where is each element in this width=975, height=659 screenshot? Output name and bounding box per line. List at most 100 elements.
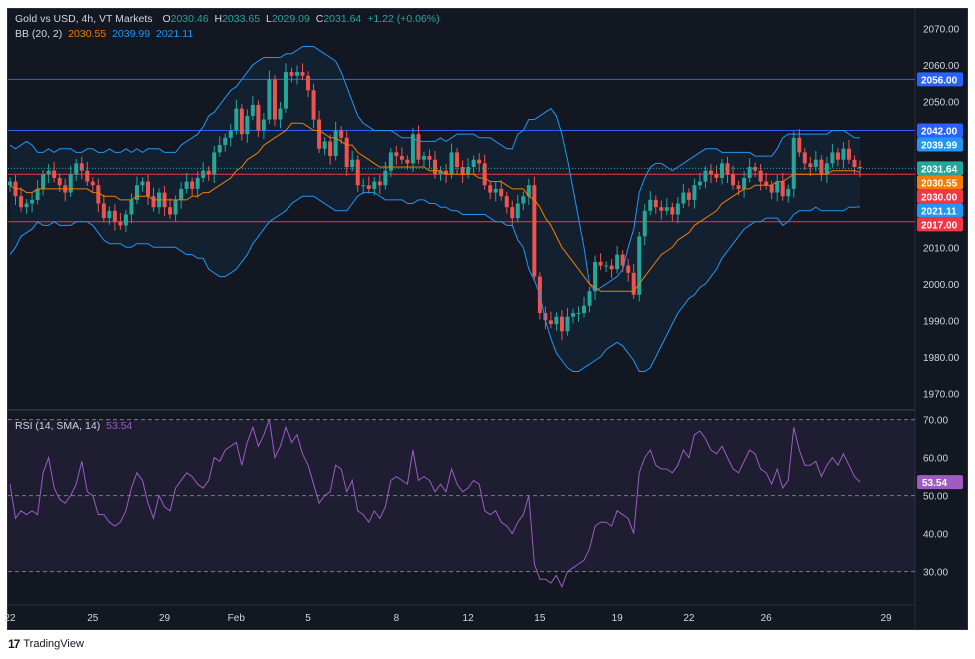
candle-body (206, 170, 211, 175)
candle-body (813, 159, 818, 168)
price-axis-label: 2000.00 (923, 280, 960, 291)
candle-body (234, 108, 239, 131)
candle-body (642, 210, 647, 237)
candle-body (168, 207, 173, 215)
candle-body (852, 159, 857, 168)
candle-body (112, 210, 117, 222)
time-axis-label: 15 (534, 613, 546, 624)
candle-body (742, 177, 747, 189)
candle-body (267, 79, 272, 120)
candle-body (543, 313, 548, 321)
candle-body (24, 203, 29, 208)
candle-body (510, 207, 515, 219)
candle-body (52, 170, 57, 178)
open-label: O (162, 13, 171, 25)
candle-body (339, 130, 344, 138)
candle-body (427, 156, 432, 160)
price-tag: 2031.64 (917, 161, 963, 176)
candle-body (570, 313, 575, 317)
candle-body (317, 119, 322, 149)
candle-body (780, 181, 785, 197)
candle-body (460, 167, 465, 175)
price-axis-label: 2050.00 (923, 97, 960, 108)
candle-body (145, 181, 150, 197)
candle-body (355, 159, 360, 186)
price-tag-text: 2056.00 (921, 75, 958, 86)
candle-body (306, 75, 311, 91)
candle-body (471, 159, 476, 168)
price-tag-bg (917, 72, 963, 87)
candle-body (201, 170, 206, 178)
open-value: 2030.46 (170, 13, 209, 25)
candle-body (670, 207, 675, 215)
candle-body (747, 167, 752, 178)
candle-body (626, 265, 631, 273)
candle-body (96, 185, 101, 204)
candle-body (272, 79, 277, 120)
candle-body (819, 159, 824, 175)
chart-frame (7, 8, 968, 630)
candle-body (438, 170, 443, 175)
candle-body (681, 192, 686, 204)
price-tag-bg (917, 189, 963, 204)
candle-body (758, 170, 763, 182)
time-axis-label: 12 (463, 613, 475, 624)
candle-body (250, 104, 255, 116)
time-axis-label: 5 (305, 613, 311, 624)
candle-body (582, 305, 587, 314)
candle-body (824, 163, 829, 175)
price-tag-bg (917, 137, 963, 152)
rsi-axis-label: 40.00 (923, 530, 948, 541)
candle-body (775, 181, 780, 193)
candle-body (416, 134, 421, 160)
candle-body (802, 152, 807, 164)
candle-body (217, 145, 222, 153)
candle-body (57, 177, 62, 186)
rsi-value-tag: 53.54 (917, 475, 963, 490)
candle-body (361, 185, 366, 187)
candle-body (648, 199, 653, 211)
candle-body (753, 167, 758, 171)
candle-body (466, 167, 471, 175)
candle-body (195, 177, 200, 189)
bb-basis-value: 2030.55 (68, 28, 107, 40)
candle-body (289, 72, 294, 76)
candle-body (637, 236, 642, 295)
candle-body (173, 199, 178, 215)
candle-body (41, 174, 46, 189)
candle-body (399, 156, 404, 160)
candle-body (179, 188, 184, 200)
candle-body (499, 188, 504, 197)
rsi-tag-text: 53.54 (922, 478, 947, 489)
candle-body (377, 181, 382, 186)
tradingview-logo-icon: 17 (8, 637, 20, 651)
candle-body (383, 170, 388, 186)
time-axis-label: 22 (4, 613, 16, 624)
rsi-value: 53.54 (106, 420, 133, 432)
candle-body (559, 316, 564, 332)
candle-body (604, 265, 609, 267)
price-tag-bg (917, 123, 963, 138)
candle-body (85, 170, 90, 182)
rsi-label: RSI (14, SMA, 14) (15, 420, 101, 432)
price-tag-bg (917, 161, 963, 176)
bb-upper-value: 2039.99 (112, 28, 151, 40)
candle-body (410, 134, 415, 164)
candle-body (212, 152, 217, 175)
candle-body (565, 316, 570, 332)
candle-body (366, 185, 371, 189)
candle-body (675, 203, 680, 215)
price-tag-text: 2021.11 (921, 206, 957, 217)
candle-body (295, 72, 300, 76)
candle-body (228, 130, 233, 138)
tradingview-footer[interactable]: 17 TradingView (8, 637, 84, 651)
candle-body (587, 291, 592, 306)
candle-body (245, 115, 250, 135)
candle-body (554, 316, 559, 325)
price-tag: 2021.11 (917, 203, 963, 218)
candle-body (482, 163, 487, 186)
candle-body (74, 163, 79, 175)
low-label: L (265, 13, 272, 25)
price-tag-text: 2030.00 (921, 192, 958, 203)
